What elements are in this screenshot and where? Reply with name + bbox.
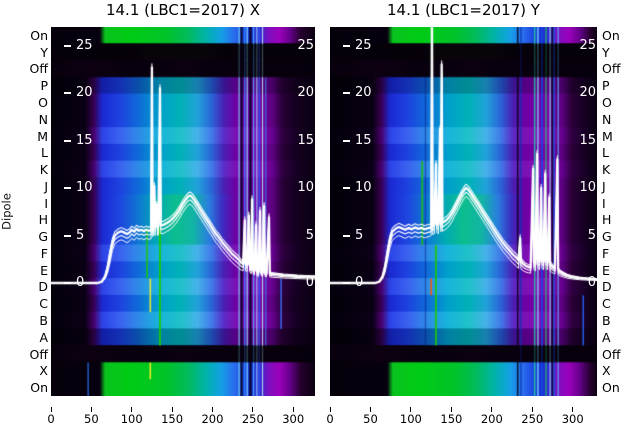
x-tick-mark	[211, 407, 213, 412]
dipole-row-label-right: D	[602, 279, 612, 295]
dipole-row-label-left: B	[39, 313, 48, 329]
x-tick-label: 100	[399, 412, 422, 426]
dipole-row-label-right: On	[602, 27, 620, 43]
dipole-row-label-left: On	[30, 27, 48, 43]
dipole-row-label-left: C	[39, 296, 48, 312]
panel-title-x: 14.1 (LBC1=2017) X	[105, 1, 261, 19]
x-tick-label: 150	[440, 412, 463, 426]
dipole-row-label-right: E	[602, 262, 610, 278]
dipole-row-label-right: H	[602, 212, 612, 228]
dipole-row-label-right: K	[602, 162, 611, 178]
x-tick-label: 100	[120, 412, 143, 426]
x-tick-mark	[329, 407, 331, 412]
x-tick-label: 200	[201, 412, 224, 426]
x-tick-mark	[292, 407, 294, 412]
heatmap-panel-x: 25 25 20 20 15 15 10 10 5 5 0 0	[51, 27, 315, 396]
x-tick-mark	[491, 407, 493, 412]
panel-title-y: 14.1 (LBC1=2017) Y	[387, 1, 540, 19]
dipole-row-label-left: G	[38, 229, 48, 245]
x-tick-mark	[90, 407, 92, 412]
x-tick-label: 50	[84, 412, 99, 426]
x-tick-label: 200	[480, 412, 503, 426]
x-tick-mark	[131, 407, 133, 412]
x-tick-label: 250	[521, 412, 544, 426]
x-tick-mark	[572, 407, 574, 412]
dipole-row-label-right: X	[602, 363, 611, 379]
dipole-row-label-left: F	[40, 245, 48, 261]
heatmap-panel-y: 25 25 20 20 15 15 10 10 5 5 0 0	[330, 27, 597, 396]
x-tick-label: 300	[561, 412, 584, 426]
dipole-row-label-left: K	[39, 162, 48, 178]
dipole-row-label-right: P	[602, 78, 610, 94]
dipole-row-label-right: B	[602, 313, 611, 329]
x-tick-mark	[410, 407, 412, 412]
dipole-row-label-right: G	[602, 229, 612, 245]
dipole-row-label-right: N	[602, 111, 612, 127]
dipole-row-label-right: A	[602, 329, 611, 345]
x-tick-label: 0	[326, 412, 334, 426]
dipole-row-label-right: L	[602, 145, 609, 161]
heatmap-canvas-y	[330, 27, 597, 396]
dipole-row-label-left: J	[44, 178, 48, 194]
dipole-row-label-right: I	[602, 195, 606, 211]
x-tick-mark	[50, 407, 52, 412]
dipole-row-label-left: P	[40, 78, 48, 94]
x-tick-mark	[171, 407, 173, 412]
dipole-row-label-left: L	[41, 145, 48, 161]
x-tick-mark	[252, 407, 254, 412]
dipole-row-label-left: Off	[29, 61, 48, 77]
x-tick-label: 250	[241, 412, 264, 426]
dipole-row-label-left: N	[38, 111, 48, 127]
dipole-row-label-right: Off	[602, 346, 621, 362]
dipole-row-label-left: M	[37, 128, 48, 144]
dipole-row-label-right: C	[602, 296, 611, 312]
dipole-row-label-left: H	[38, 212, 48, 228]
dipole-row-label-right: M	[602, 128, 613, 144]
dipole-row-label-right: O	[602, 94, 612, 110]
dipole-row-label-right: Off	[602, 61, 621, 77]
x-tick-mark	[450, 407, 452, 412]
dipole-row-label-right: Y	[602, 44, 610, 60]
dipole-row-label-left: I	[44, 195, 48, 211]
dipole-row-label-left: E	[40, 262, 48, 278]
dipole-row-label-left: D	[38, 279, 48, 295]
x-tick-label: 300	[282, 412, 305, 426]
dipole-row-label-right: J	[602, 178, 606, 194]
dipole-row-label-right: F	[602, 245, 610, 261]
dipole-row-label-left: Y	[40, 44, 48, 60]
x-tick-label: 50	[363, 412, 378, 426]
dipole-row-label-right: On	[602, 380, 620, 396]
dipole-row-label-left: A	[39, 329, 48, 345]
x-tick-mark	[531, 407, 533, 412]
dipole-row-label-left: On	[30, 380, 48, 396]
x-tick-label: 0	[47, 412, 55, 426]
dipole-row-label-left: Off	[29, 346, 48, 362]
x-tick-label: 150	[161, 412, 184, 426]
dipole-row-label-left: X	[39, 363, 48, 379]
x-tick-mark	[369, 407, 371, 412]
dipole-row-label-left: O	[38, 94, 48, 110]
heatmap-canvas-x	[51, 27, 315, 396]
